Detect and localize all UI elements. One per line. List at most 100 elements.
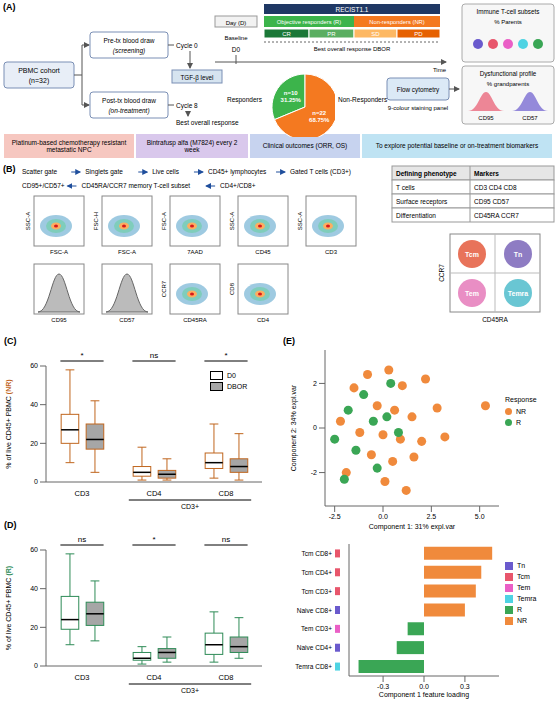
- svg-text:PR: PR: [327, 31, 336, 37]
- svg-text:*: *: [224, 351, 227, 360]
- svg-text:CD3+: CD3+: [181, 503, 199, 510]
- svg-text:*: *: [80, 351, 83, 360]
- svg-text:CD3+: CD3+: [181, 687, 199, 694]
- svg-text:Immune T-cell subsets: Immune T-cell subsets: [477, 8, 540, 15]
- svg-text:Temra CD8+: Temra CD8+: [295, 663, 332, 670]
- svg-text:% grandparents: % grandparents: [487, 81, 529, 87]
- svg-text:ns: ns: [222, 535, 230, 544]
- svg-text:Markers: Markers: [474, 170, 499, 177]
- svg-text:Component 1 feature loading: Component 1 feature loading: [379, 691, 469, 699]
- svg-text:0: 0: [34, 662, 38, 669]
- svg-text:CD45RA/CCR7 memory T-cell subs: CD45RA/CCR7 memory T-cell subset: [81, 182, 190, 190]
- svg-text:FSC-A: FSC-A: [50, 249, 68, 255]
- svg-text:40: 40: [30, 585, 38, 592]
- svg-text:5.0: 5.0: [475, 513, 485, 520]
- svg-text:PD: PD: [414, 31, 423, 37]
- svg-text:CD4+/CD8+: CD4+/CD8+: [220, 182, 256, 189]
- svg-text:% Parents: % Parents: [494, 19, 522, 25]
- svg-text:Differentiation: Differentiation: [396, 212, 436, 219]
- svg-text:n=1031.25%: n=1031.25%: [281, 90, 302, 103]
- svg-text:2: 2: [313, 380, 317, 387]
- svg-text:CD57: CD57: [119, 317, 135, 323]
- svg-text:n=2268.75%: n=2268.75%: [309, 110, 330, 123]
- svg-text:CD8: CD8: [229, 282, 235, 295]
- svg-text:Component 1: 31% expl.var: Component 1: 31% expl.var: [369, 523, 456, 531]
- svg-text:T cells: T cells: [396, 184, 415, 191]
- svg-text:CD8: CD8: [218, 489, 233, 498]
- svg-text:Scatter gate: Scatter gate: [22, 168, 57, 176]
- svg-text:FSC-H: FSC-H: [93, 212, 99, 230]
- svg-text:Objective responders (R): Objective responders (R): [277, 19, 342, 25]
- svg-text:Singlets gate: Singlets gate: [85, 168, 123, 176]
- svg-text:CD95: CD95: [51, 317, 67, 323]
- svg-text:CD3 CD4 CD8: CD3 CD4 CD8: [474, 184, 517, 191]
- svg-text:-2.5: -2.5: [329, 513, 341, 520]
- svg-text:60: 60: [30, 546, 38, 553]
- svg-text:Surface receptors: Surface receptors: [396, 198, 448, 206]
- svg-text:CD45RA CCR7: CD45RA CCR7: [474, 212, 519, 219]
- svg-text:SSC-A: SSC-A: [229, 212, 235, 230]
- svg-text:CD3: CD3: [325, 249, 338, 255]
- svg-text:Non-Responders: Non-Responders: [338, 96, 388, 104]
- svg-text:Best overall response: Best overall response: [176, 119, 239, 127]
- svg-text:CD45RA: CD45RA: [482, 316, 508, 323]
- svg-text:SD: SD: [371, 31, 380, 37]
- svg-text:CD45: CD45: [255, 249, 271, 255]
- svg-text:Tem: Tem: [465, 290, 479, 297]
- svg-text:SSC-A: SSC-A: [297, 212, 303, 230]
- svg-text:FSC-A: FSC-A: [118, 249, 136, 255]
- svg-text:60: 60: [30, 362, 38, 369]
- svg-text:0.0: 0.0: [419, 683, 429, 690]
- svg-text:9-colour staining panel: 9-colour staining panel: [388, 105, 448, 111]
- svg-text:*: *: [152, 535, 155, 544]
- svg-text:Live cells: Live cells: [152, 168, 179, 175]
- svg-text:CR: CR: [282, 31, 291, 37]
- svg-text:0: 0: [34, 478, 38, 485]
- svg-text:Cycle 8: Cycle 8: [176, 102, 198, 110]
- svg-text:CD57: CD57: [522, 115, 538, 121]
- svg-text:SSC-A: SSC-A: [25, 212, 31, 230]
- svg-text:Tcm CD3+: Tcm CD3+: [301, 588, 332, 595]
- svg-text:20: 20: [30, 440, 38, 447]
- svg-text:Time: Time: [433, 67, 447, 73]
- svg-text:(on-treatment): (on-treatment): [108, 107, 149, 115]
- svg-text:Naive CD8+: Naive CD8+: [297, 607, 332, 614]
- svg-text:ns: ns: [78, 535, 86, 544]
- svg-text:Cycle 0: Cycle 0: [176, 42, 198, 50]
- svg-text:Post-tx blood draw: Post-tx blood draw: [102, 97, 156, 104]
- svg-text:Pre-tx blood draw: Pre-tx blood draw: [104, 37, 155, 44]
- svg-text:Best overall response DBOR: Best overall response DBOR: [314, 46, 391, 52]
- svg-text:Gated T cells (CD3+): Gated T cells (CD3+): [290, 168, 351, 176]
- svg-text:Temra: Temra: [508, 290, 529, 297]
- svg-text:Defining phenotype: Defining phenotype: [396, 170, 457, 178]
- svg-text:CD95: CD95: [478, 115, 494, 121]
- svg-text:TGF-β level: TGF-β level: [180, 74, 213, 82]
- svg-text:Baseline: Baseline: [224, 35, 248, 41]
- svg-text:CD45RA: CD45RA: [183, 317, 207, 323]
- svg-text:Flow cytometry: Flow cytometry: [397, 86, 440, 94]
- svg-text:CD95 CD57: CD95 CD57: [474, 198, 509, 205]
- svg-text:CD4: CD4: [146, 673, 161, 682]
- svg-text:0: 0: [313, 424, 317, 431]
- svg-text:20: 20: [30, 624, 38, 631]
- svg-text:(n=32): (n=32): [29, 77, 49, 85]
- svg-text:0.3: 0.3: [460, 683, 470, 690]
- svg-text:CCR7: CCR7: [438, 264, 445, 282]
- svg-text:CD95+/CD57+: CD95+/CD57+: [22, 182, 65, 189]
- svg-text:ns: ns: [150, 351, 158, 360]
- svg-text:Non-responders (NR): Non-responders (NR): [369, 19, 424, 25]
- svg-text:Responders: Responders: [227, 96, 263, 104]
- svg-text:Tcm CD8+: Tcm CD8+: [301, 550, 332, 557]
- svg-text:CCR7: CCR7: [161, 280, 167, 297]
- svg-text:CD45+ lymphocytes: CD45+ lymphocytes: [208, 168, 267, 176]
- svg-text:CD3: CD3: [74, 489, 89, 498]
- svg-text:FSC-A: FSC-A: [161, 212, 167, 230]
- svg-text:-2: -2: [311, 469, 317, 476]
- svg-text:RECIST1.1: RECIST1.1: [336, 6, 369, 13]
- svg-text:Day (D): Day (D): [226, 20, 247, 26]
- svg-text:(screening): (screening): [113, 47, 146, 55]
- svg-text:-0.3: -0.3: [377, 683, 389, 690]
- svg-text:PBMC cohort: PBMC cohort: [18, 67, 60, 74]
- svg-text:CD4: CD4: [257, 317, 270, 323]
- svg-text:(A): (A): [3, 2, 16, 12]
